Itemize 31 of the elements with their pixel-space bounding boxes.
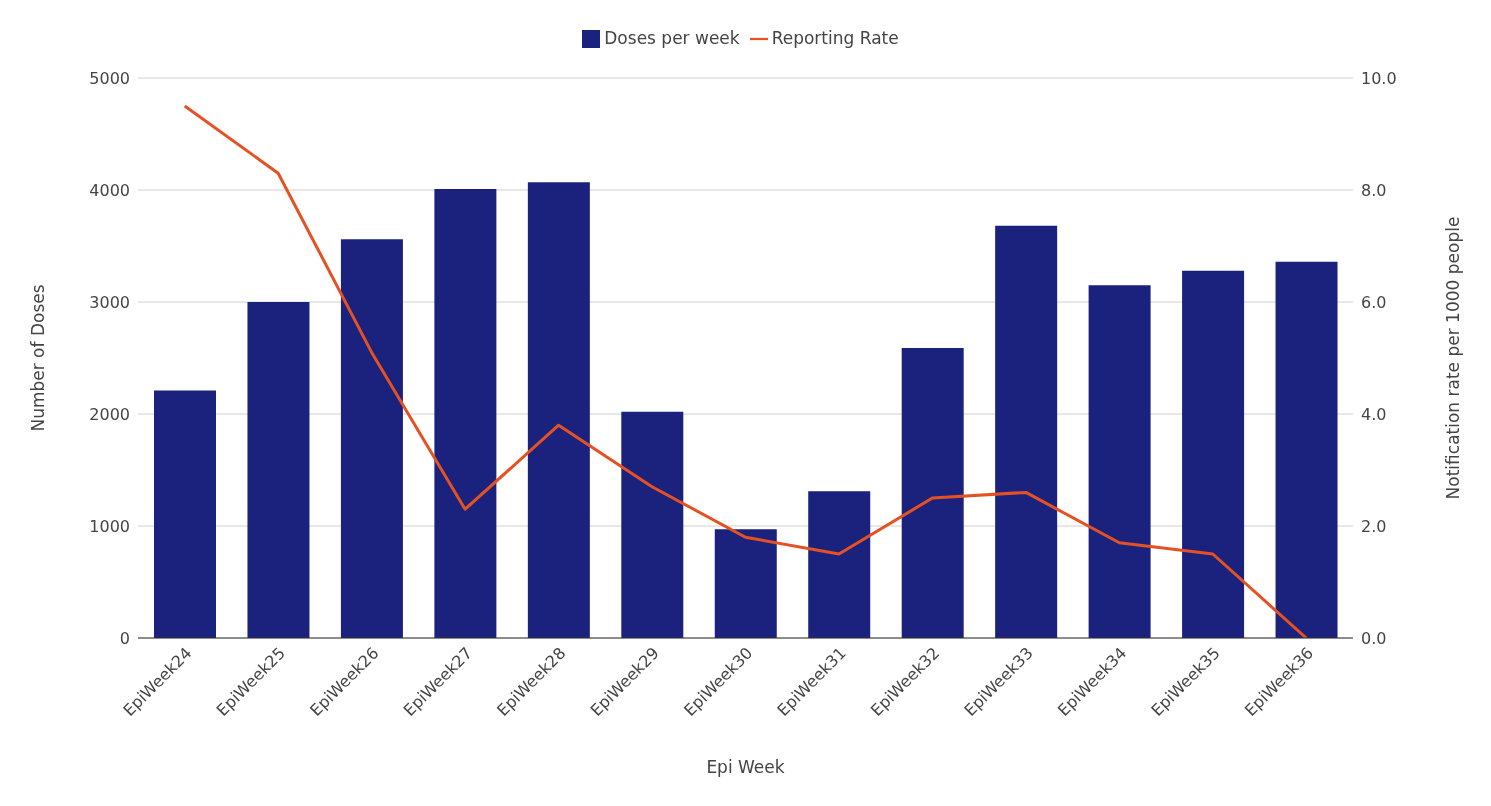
y-axis-title: Number of Doses xyxy=(28,284,49,432)
bar xyxy=(527,182,590,638)
line-series xyxy=(183,104,1308,638)
bar xyxy=(1088,285,1151,638)
y2-tick-label: 6.0 xyxy=(1361,292,1387,312)
x-axis-title: Epi Week xyxy=(706,757,785,777)
y-tick-label: 1000 xyxy=(89,516,130,536)
bar xyxy=(1275,261,1338,638)
y-tick-label: 2000 xyxy=(89,404,130,424)
y2-tick-label: 10.0 xyxy=(1361,68,1397,88)
y-tick-label: 0 xyxy=(119,628,130,648)
bar xyxy=(434,188,497,638)
y2-tick-label: 2.0 xyxy=(1361,516,1387,536)
bar xyxy=(340,239,403,638)
legend-label: Reporting Rate xyxy=(771,28,899,48)
y-tick-label: 4000 xyxy=(89,180,130,200)
y2-axis-title: Notification rate per 1000 people xyxy=(1443,216,1464,500)
bar xyxy=(247,302,310,638)
bar xyxy=(154,390,216,638)
legend-label: Doses per week xyxy=(604,28,740,48)
y-tick-label: 3000 xyxy=(89,292,130,312)
bar xyxy=(621,411,684,638)
bar xyxy=(995,225,1058,638)
bar xyxy=(1182,270,1245,638)
y2-tick-label: 8.0 xyxy=(1361,180,1387,200)
y2-tick-label: 0.0 xyxy=(1361,628,1387,648)
y2-tick-label: 4.0 xyxy=(1361,404,1387,424)
y-tick-label: 5000 xyxy=(89,68,130,88)
bar xyxy=(714,529,777,638)
bar xyxy=(901,347,964,638)
bar xyxy=(808,491,871,638)
